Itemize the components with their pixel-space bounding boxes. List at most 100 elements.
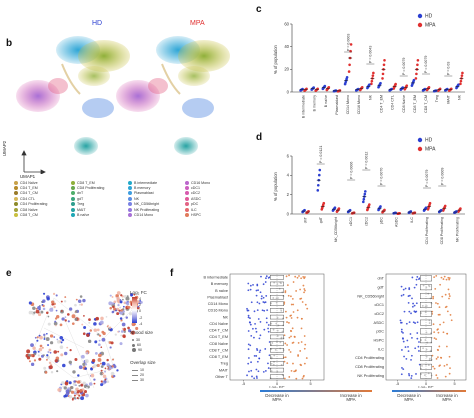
nhood-dot — [56, 340, 61, 344]
nhood-point — [428, 357, 431, 360]
nhood-dot — [51, 302, 55, 306]
nhood-point — [267, 330, 270, 333]
nhood-dot — [65, 380, 69, 383]
nhood-dot — [130, 330, 135, 335]
nhood-dot — [49, 351, 52, 354]
nhood-point — [303, 288, 306, 290]
nhood-dot — [75, 387, 79, 391]
nhood-point — [256, 348, 258, 350]
nhood-point — [295, 377, 298, 380]
mpa-point — [370, 82, 373, 86]
nhood-point — [438, 306, 441, 309]
row-label: CD4 Naïve — [209, 322, 228, 326]
mpa-point — [450, 87, 453, 91]
nhood-point — [285, 275, 288, 278]
nhood-point — [446, 332, 449, 335]
x-tick-label: CD16 Mono — [357, 95, 361, 114]
nhood-point — [257, 318, 260, 320]
nhood-dot — [43, 333, 46, 337]
nhood-dot — [62, 385, 65, 388]
legend-swatch — [14, 202, 18, 207]
mpa-point — [347, 70, 351, 73]
nhood-point — [251, 327, 254, 330]
nhood-point — [275, 322, 278, 325]
row-label: CD4 T_CM — [209, 329, 228, 333]
nhood-dot — [63, 394, 66, 398]
nhood-point — [414, 322, 417, 324]
nhood-point — [265, 321, 268, 324]
x-tick-label: pDC — [380, 217, 384, 225]
nhood-dot — [108, 326, 112, 329]
mpa-point — [338, 89, 342, 92]
x-axis-title: Log₂ FC — [269, 385, 284, 388]
nhood-point — [270, 357, 273, 360]
hd-point — [394, 211, 397, 215]
nhood-dot — [83, 325, 87, 329]
nhood-dot — [45, 337, 50, 341]
legend-label: CD4 T_CM — [20, 191, 38, 196]
umap-legend-item: cDC1 — [185, 185, 210, 191]
nhood-point — [400, 328, 403, 331]
nhood-dot — [108, 368, 111, 371]
x-tick-label: B naïve — [324, 95, 328, 107]
nhood-dot — [54, 359, 58, 363]
nhood-dot — [93, 322, 97, 326]
row-label: Plasmablast — [207, 295, 229, 299]
nhood-point — [437, 331, 440, 334]
nhood-dot — [107, 324, 110, 327]
legend-swatch — [185, 196, 189, 201]
nhood-point — [407, 350, 410, 352]
nhood-point — [410, 377, 413, 380]
nhood-dot — [115, 294, 119, 298]
nhood-dot — [48, 365, 53, 370]
nhood-point — [304, 303, 307, 306]
nhood-dot — [34, 336, 37, 339]
nhood-point — [290, 335, 292, 338]
legend-label: Plasmablast — [134, 191, 154, 196]
legend-label: cDC1 — [191, 185, 200, 190]
nhood-dot — [46, 355, 50, 359]
nhood-point — [428, 322, 431, 324]
nhood-point — [276, 329, 279, 332]
nhood-dot — [43, 366, 47, 370]
nhood-point — [428, 319, 431, 322]
nhood-point — [257, 289, 259, 292]
nhood-point — [247, 289, 250, 292]
nhood-point — [399, 321, 402, 324]
nhood-dot — [55, 309, 58, 312]
umap-legend-item: Treg — [71, 202, 104, 207]
nhood-point — [302, 374, 305, 377]
nhood-point — [445, 345, 448, 348]
nhood-point — [402, 368, 405, 371]
hd-point — [424, 206, 428, 210]
nhood-point — [267, 367, 270, 369]
nhood-dot — [53, 350, 58, 354]
hd-point — [316, 189, 320, 192]
pvalue-label: P = 0.0043 — [369, 46, 373, 63]
x-tick-label: NK — [457, 94, 461, 100]
row-label: CD8 T_CM — [209, 348, 228, 352]
x-tick-label: ASDC — [395, 217, 399, 227]
nhood-dot — [113, 300, 117, 304]
nhood-dot — [76, 397, 79, 400]
nhood-dot — [73, 380, 76, 383]
mpa-point — [370, 79, 374, 83]
mpa-point — [327, 85, 331, 89]
nhood-dot — [35, 307, 38, 310]
nhood-dot — [85, 386, 88, 389]
nhood-dot — [33, 311, 36, 314]
nhood-dot — [53, 336, 56, 338]
umap-legend-item: CD8 T_CM — [14, 212, 47, 218]
legend-label: NK Proliferating — [134, 207, 160, 212]
row-label: NK Proliferating — [357, 374, 384, 378]
nhood-dot — [32, 306, 36, 310]
hd-point — [318, 168, 322, 172]
nhood-point — [300, 277, 303, 280]
nhood-dot — [42, 299, 46, 303]
nhood-dot — [116, 291, 121, 295]
mpa-point — [459, 82, 462, 86]
nhood-dot — [122, 310, 125, 313]
nhood-point — [443, 364, 446, 367]
nhood-point — [303, 291, 305, 294]
pvalue-label: P = 0.0079 — [402, 58, 406, 75]
